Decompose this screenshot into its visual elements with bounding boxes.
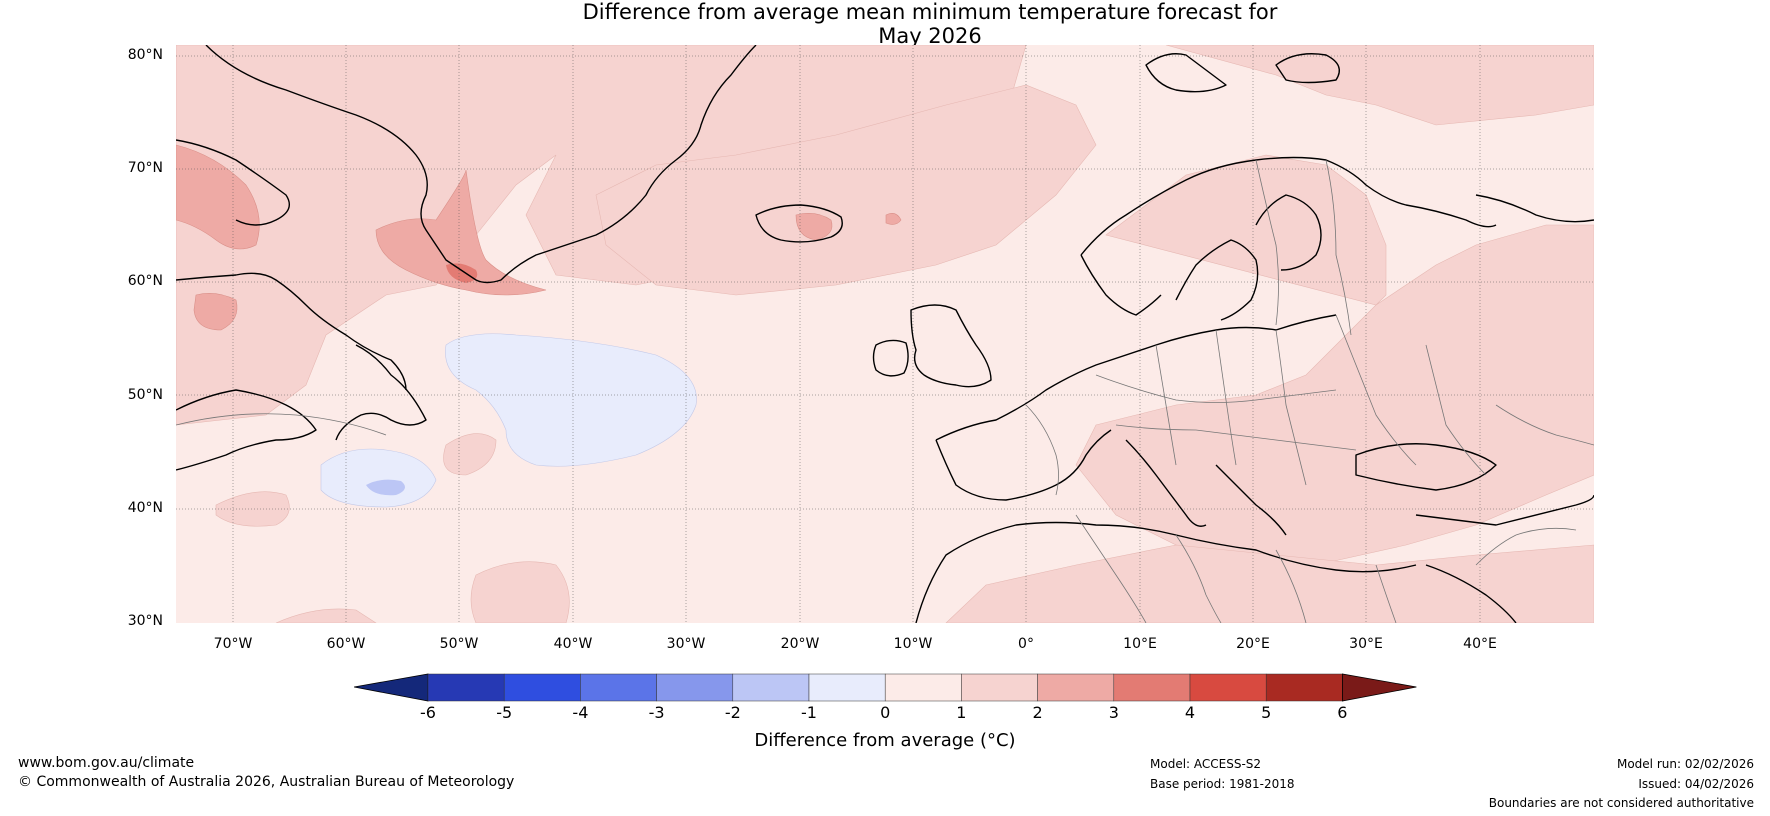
- lat-label-60: 60°N: [127, 273, 163, 289]
- colorbar-cell: [884, 673, 962, 702]
- colorbar-cell: [580, 673, 657, 702]
- model-text: Model: ACCESS-S2: [1150, 757, 1262, 771]
- title-line-2: May 2026: [878, 24, 982, 48]
- colorbar-extend-high: [1342, 673, 1417, 702]
- colorbar-cell: [1037, 673, 1115, 702]
- colorbar-tick-label: -6: [420, 703, 436, 722]
- colorbar-cell: [808, 673, 886, 702]
- copyright-text: © Commonwealth of Australia 2026, Austra…: [18, 774, 515, 790]
- colorbar-tick-label: -5: [496, 703, 513, 722]
- website-link[interactable]: www.bom.gov.au/climate: [18, 755, 195, 771]
- lat-label-50: 50°N: [127, 387, 163, 403]
- model-run-text: Model run: 02/02/2026: [1616, 757, 1754, 771]
- lon-label-30w: 30°W: [666, 636, 706, 652]
- country-boundaries: [176, 159, 1594, 623]
- colorbar-cell: [961, 673, 1038, 702]
- title-line-1: Difference from average mean minimum tem…: [582, 0, 1278, 24]
- colorbar-cell: [503, 673, 581, 702]
- anomaly-1-2-regions: [176, 45, 1594, 623]
- colorbar-tick-label: 5: [1261, 703, 1272, 722]
- colorbar: [354, 673, 1417, 702]
- chart-title: Difference from average mean minimum tem…: [0, 0, 1770, 48]
- map-svg: [176, 45, 1594, 623]
- lon-label-10w: 10°W: [893, 636, 933, 652]
- colorbar-cell: [1265, 673, 1343, 702]
- map-panel: [176, 45, 1594, 623]
- lon-label-10e: 10°E: [1123, 636, 1157, 652]
- base-period-text: Base period: 1981-2018: [1150, 777, 1295, 791]
- colorbar-tick-label: 1: [956, 703, 967, 722]
- lat-label-70: 70°N: [127, 160, 163, 176]
- lon-label-50w: 50°W: [439, 636, 479, 652]
- colorbar-label-text: Difference from average (°C): [754, 730, 1016, 751]
- graticule: [176, 45, 1594, 623]
- disclaimer-text: Boundaries are not considered authoritat…: [1488, 796, 1754, 810]
- lon-label-40e: 40°E: [1463, 636, 1497, 652]
- lon-label-20e: 20°E: [1236, 636, 1270, 652]
- colorbar-label: Difference from average (°C): [0, 730, 1770, 751]
- colorbar-tick-label: 2: [1032, 703, 1043, 722]
- colorbar-tick-label: -2: [724, 703, 741, 722]
- lon-label-0: 0°: [1018, 636, 1034, 652]
- lat-label-30: 30°N: [127, 613, 163, 629]
- anomaly-neg1-0-regions: [320, 333, 697, 508]
- colorbar-tick-label: 3: [1108, 703, 1119, 722]
- colorbar-extend-low: [354, 673, 429, 702]
- lat-label-80: 80°N: [127, 47, 163, 63]
- colorbar-tick-label: -1: [801, 703, 817, 722]
- lon-label-60w: 60°W: [326, 636, 366, 652]
- colorbar-cell: [1113, 673, 1191, 702]
- colorbar-cell: [1189, 673, 1267, 702]
- colorbar-cells: [354, 673, 1417, 702]
- lon-label-40w: 40°W: [553, 636, 593, 652]
- lat-label-40: 40°N: [127, 500, 163, 516]
- colorbar-cell: [656, 673, 734, 702]
- colorbar-tick-label: -4: [572, 703, 589, 722]
- issued-text: Issued: 04/02/2026: [1638, 777, 1754, 791]
- lon-label-20w: 20°W: [780, 636, 820, 652]
- lon-label-70w: 70°W: [213, 636, 253, 652]
- colorbar-tick-label: 6: [1337, 703, 1348, 722]
- colorbar-cell: [427, 673, 505, 702]
- colorbar-tick-label: 4: [1184, 703, 1196, 722]
- anomaly-3-4-region: [446, 263, 478, 283]
- coastlines: [176, 45, 1594, 623]
- colorbar-tick-label: -3: [648, 703, 665, 722]
- anomaly-2-3-regions: [176, 144, 902, 331]
- lon-label-30e: 30°E: [1349, 636, 1383, 652]
- anomaly-neg2-neg1-region: [366, 479, 405, 496]
- colorbar-cell: [732, 673, 810, 702]
- colorbar-tick-label: 0: [880, 703, 891, 722]
